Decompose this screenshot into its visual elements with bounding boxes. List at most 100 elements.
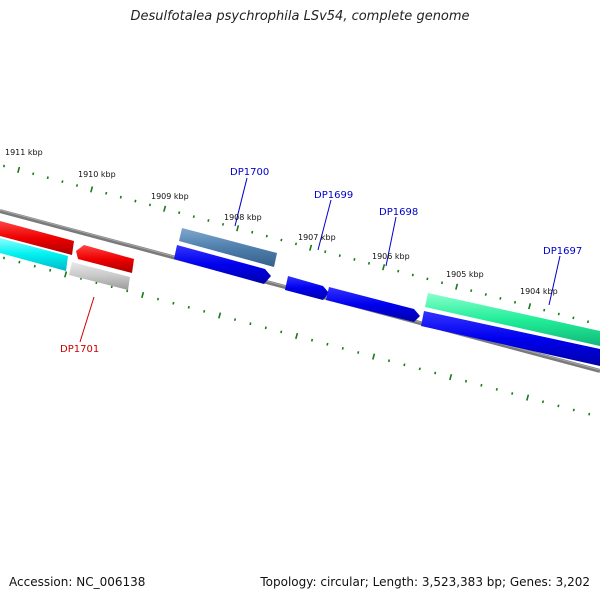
minor-tick xyxy=(310,338,314,342)
minor-tick xyxy=(126,289,129,293)
major-tick xyxy=(526,394,530,401)
minor-tick xyxy=(511,392,514,395)
minor-tick xyxy=(499,297,502,300)
minor-tick xyxy=(18,260,21,264)
scale-label: 1909 kbp xyxy=(151,192,189,201)
major-tick xyxy=(372,353,376,360)
minor-tick xyxy=(33,264,36,268)
minor-tick xyxy=(588,412,591,416)
minor-tick xyxy=(119,195,122,199)
minor-tick xyxy=(280,238,283,242)
minor-tick xyxy=(434,371,437,375)
minor-tick xyxy=(134,199,137,203)
major-tick xyxy=(309,244,313,251)
minor-tick xyxy=(148,203,152,207)
minor-tick xyxy=(480,383,483,387)
major-tick xyxy=(382,264,386,271)
scale-label: 1904 kbp xyxy=(520,287,558,296)
minor-tick xyxy=(61,180,64,183)
major-tick xyxy=(163,205,167,212)
minor-tick xyxy=(156,297,160,301)
minor-tick xyxy=(557,404,560,408)
gene-red-left xyxy=(0,221,74,255)
minor-tick xyxy=(357,351,360,354)
gene-label-dp1699[interactable]: DP1699 xyxy=(314,190,353,201)
minor-tick xyxy=(221,223,225,226)
major-tick xyxy=(64,271,68,278)
minor-tick xyxy=(586,320,590,324)
gene-label-dp1701[interactable]: DP1701 xyxy=(60,344,99,355)
major-tick xyxy=(218,312,222,319)
minor-tick xyxy=(2,256,6,260)
minor-tick xyxy=(75,184,79,187)
major-tick xyxy=(236,225,240,232)
scale-label: 1908 kbp xyxy=(224,213,262,222)
minor-tick xyxy=(572,408,575,412)
gene-label-dp1697[interactable]: DP1697 xyxy=(543,246,582,257)
minor-tick xyxy=(341,347,344,350)
outer-scale-ticks xyxy=(2,164,590,324)
gene-labels: DP1700 DP1699 DP1698 DP1697 DP1701 xyxy=(60,167,582,355)
minor-tick xyxy=(2,164,6,168)
gene-dp1699 xyxy=(285,276,329,300)
minor-tick xyxy=(207,219,210,222)
minor-tick xyxy=(464,379,468,383)
minor-tick xyxy=(203,310,206,313)
minor-tick xyxy=(49,268,52,272)
minor-tick xyxy=(265,234,268,238)
inner-scale-ticks xyxy=(2,256,591,416)
gene-gray xyxy=(69,262,130,290)
gene-dp1698 xyxy=(326,287,420,322)
minor-tick xyxy=(484,293,487,296)
minor-tick xyxy=(326,342,329,346)
gene-cyan xyxy=(0,238,68,271)
minor-tick xyxy=(353,258,356,261)
major-tick xyxy=(90,186,94,193)
minor-tick xyxy=(105,191,108,195)
minor-tick xyxy=(367,261,371,265)
gene-label-dp1698[interactable]: DP1698 xyxy=(379,207,418,218)
scale-label: 1911 kbp xyxy=(5,148,43,157)
minor-tick xyxy=(264,326,267,330)
major-tick xyxy=(141,291,145,299)
gene-dp1697-mint xyxy=(425,293,600,346)
minor-tick xyxy=(440,281,444,285)
minor-tick xyxy=(280,330,283,334)
minor-tick xyxy=(294,242,298,246)
major-tick xyxy=(295,332,299,340)
minor-tick xyxy=(46,176,49,180)
major-tick xyxy=(455,283,459,290)
gene-label-dp1700[interactable]: DP1700 xyxy=(230,167,269,178)
minor-tick xyxy=(233,318,237,321)
gene-blue-long xyxy=(421,311,600,366)
gene-blue-1 xyxy=(174,245,271,284)
scale-labels: 1911 kbp 1910 kbp 1909 kbp 1908 kbp 1907… xyxy=(5,148,558,296)
minor-tick xyxy=(513,300,517,304)
scale-label: 1907 kbp xyxy=(298,233,336,242)
minor-tick xyxy=(32,172,35,176)
minor-tick xyxy=(541,400,545,404)
major-tick xyxy=(449,373,453,381)
minor-tick xyxy=(187,305,190,309)
scale-label: 1905 kbp xyxy=(446,270,484,279)
minor-tick xyxy=(495,388,498,391)
minor-tick xyxy=(411,273,414,277)
major-tick xyxy=(528,303,532,310)
minor-tick xyxy=(387,359,391,363)
major-tick xyxy=(17,166,21,174)
minor-tick xyxy=(470,289,473,292)
minor-tick xyxy=(251,230,254,234)
gene-dp1700-steel xyxy=(179,228,277,267)
minor-tick xyxy=(403,363,406,367)
genome-summary-text: Topology: circular; Length: 3,523,383 bp… xyxy=(260,575,590,589)
scale-label: 1906 kbp xyxy=(372,252,410,261)
minor-tick xyxy=(178,211,181,215)
minor-tick xyxy=(324,250,327,254)
minor-tick xyxy=(249,322,252,326)
map-title: Desulfotalea psychrophila LSv54, complet… xyxy=(130,9,470,24)
gene-red-reverse-arrow xyxy=(76,245,134,273)
minor-tick xyxy=(172,301,175,305)
minor-tick xyxy=(426,277,429,281)
